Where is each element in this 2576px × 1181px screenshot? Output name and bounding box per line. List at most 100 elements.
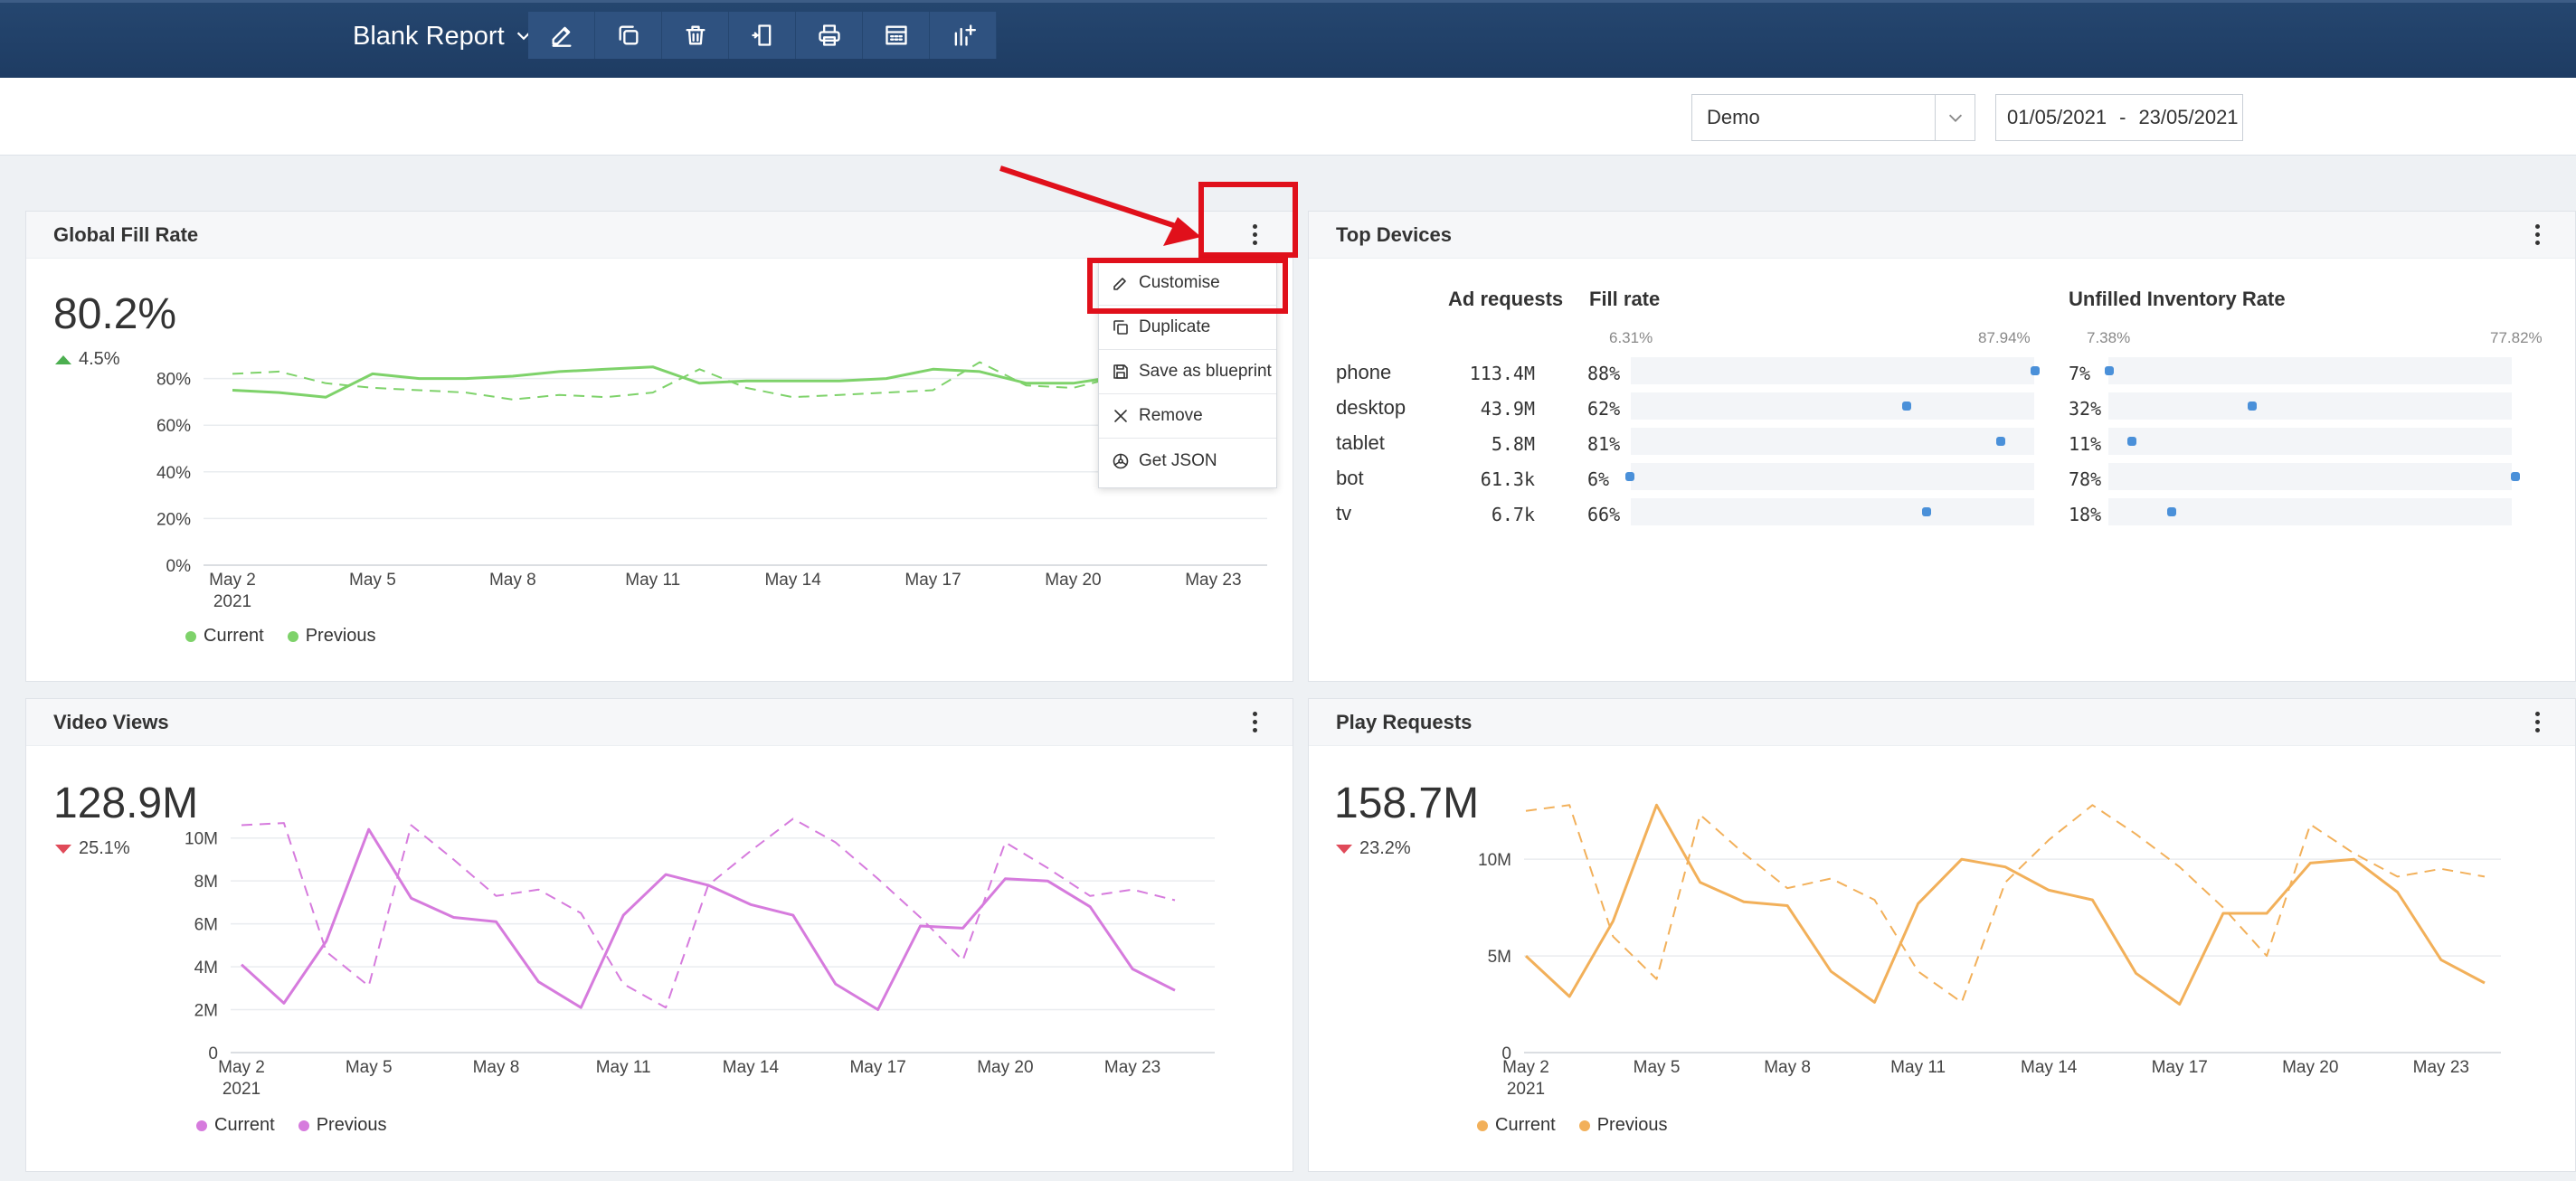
- series-line-previous: [232, 361, 1261, 401]
- col-header-fill-rate: Fill rate: [1589, 288, 1661, 310]
- unfilled-rate-track: [2108, 428, 2512, 455]
- panel-menu-button[interactable]: [2526, 709, 2548, 736]
- panel-title: Top Devices: [1336, 222, 1452, 246]
- fill-rate-track: [1631, 357, 2034, 384]
- fill-rate-track: [1631, 463, 2034, 490]
- menu-item-customise[interactable]: Customise: [1099, 261, 1276, 306]
- panel-menu-button[interactable]: [1244, 709, 1265, 736]
- legend-current[interactable]: Current: [1477, 1115, 1556, 1136]
- x-tick-label: May 2: [218, 1058, 265, 1077]
- legend-previous[interactable]: Previous: [287, 626, 376, 647]
- menu-item-duplicate[interactable]: Duplicate: [1099, 306, 1276, 350]
- legend-current[interactable]: Current: [185, 626, 264, 647]
- x-year-label: 2021: [213, 592, 251, 611]
- x-tick-label: May 11: [596, 1058, 651, 1077]
- y-tick-label: 8M: [194, 873, 218, 892]
- chevron-down-icon: [1948, 114, 1962, 122]
- panel-title: Global Fill Rate: [53, 222, 199, 246]
- device-name[interactable]: phone: [1336, 361, 1392, 383]
- unfilled-rate-track: [2108, 392, 2512, 420]
- duplicate-icon: [1113, 320, 1128, 335]
- y-tick-label: 10M: [185, 830, 218, 849]
- add-column-button[interactable]: [729, 12, 796, 59]
- calculator-button[interactable]: [863, 12, 930, 59]
- report-toolbar: [528, 12, 997, 59]
- x-tick-label: May 23: [1104, 1058, 1160, 1077]
- play-requests-delta-value: 23.2%: [1359, 838, 1411, 858]
- device-name[interactable]: tv: [1336, 502, 1352, 524]
- device-ad-requests: 43.9M: [1480, 398, 1535, 420]
- copy-button[interactable]: [595, 12, 662, 59]
- account-select[interactable]: Demo: [1691, 94, 1975, 141]
- save-icon: [1113, 364, 1128, 379]
- panel-menu-button[interactable]: [2526, 222, 2548, 249]
- device-fill-rate: 62%: [1587, 398, 1621, 420]
- report-title-dropdown[interactable]: Blank Report: [353, 14, 534, 59]
- device-ad-requests: 6.7k: [1491, 504, 1535, 525]
- panel-header: Top Devices: [1309, 212, 2575, 259]
- y-tick-label: 5M: [1488, 948, 1511, 967]
- x-tick-label: May 5: [346, 1058, 393, 1077]
- unfilled-range-max: 77.82%: [2490, 329, 2543, 346]
- copy-icon: [619, 25, 638, 45]
- device-unfilled-rate: 7%: [2069, 363, 2091, 384]
- device-name[interactable]: desktop: [1336, 396, 1406, 419]
- device-name[interactable]: bot: [1336, 467, 1364, 489]
- menu-item-remove[interactable]: Remove: [1099, 394, 1276, 439]
- series-line-current: [240, 827, 1176, 1011]
- device-unfilled-rate: 11%: [2069, 433, 2102, 455]
- x-tick-label: May 11: [1890, 1058, 1946, 1077]
- video-views-panel: Video Views 128.9M 25.1% 0 2M 4M 6M 8M 10M May…: [25, 698, 1293, 1172]
- video-views-delta: 25.1%: [55, 838, 130, 859]
- unfilled-range-min: 7.38%: [2087, 329, 2131, 346]
- menu-item-get-json[interactable]: Get JSON: [1099, 439, 1276, 483]
- highlight-customise-box: [1087, 258, 1288, 314]
- panel-menu-button[interactable]: [1244, 222, 1265, 249]
- legend-current[interactable]: Current: [196, 1115, 275, 1136]
- json-icon: [1113, 453, 1129, 468]
- trend-up-icon: [55, 354, 71, 364]
- trend-down-icon: [1336, 844, 1352, 854]
- legend-previous[interactable]: Previous: [1578, 1115, 1668, 1136]
- fill-rate-chart: 0% 20% 40% 60% 80% May 2 May 5 May 8 May 11 May 1…: [156, 361, 1267, 611]
- trash-icon: [686, 25, 705, 45]
- fill-rate-dot: [1996, 437, 2006, 446]
- edit-button[interactable]: [528, 12, 595, 59]
- global-fill-rate-panel: Global Fill Rate 80.2% 4.5% 0% 20% 40% 60% 8…: [25, 211, 1293, 682]
- account-select-value: Demo: [1707, 106, 1760, 128]
- panel-header: Global Fill Rate: [26, 212, 1293, 259]
- x-tick-label: May 23: [1185, 571, 1241, 590]
- panel-title: Video Views: [53, 710, 169, 733]
- x-year-label: 2021: [223, 1080, 260, 1099]
- device-ad-requests: 61.3k: [1480, 468, 1535, 490]
- x-tick-label: May 14: [723, 1058, 780, 1077]
- highlight-kebab-box: [1198, 182, 1298, 258]
- print-button[interactable]: [796, 12, 863, 59]
- unfilled-rate-dot: [2104, 366, 2114, 375]
- video-views-chart: 0 2M 4M 6M 8M 10M May 2 May 5 May 8 May 11 May 14 M…: [185, 817, 1215, 1099]
- date-from: 01/05/2021: [2007, 106, 2107, 128]
- x-tick-label: May 17: [849, 1058, 905, 1077]
- fill-rate-delta: 4.5%: [55, 349, 120, 370]
- play-requests-value: 158.7M: [1334, 779, 1480, 827]
- x-tick-label: May 14: [2021, 1058, 2078, 1077]
- device-unfilled-rate: 32%: [2069, 398, 2102, 420]
- device-name[interactable]: tablet: [1336, 431, 1385, 454]
- play-requests-chart: 0 5M 10M May 2 May 5 May 8 May 11 May 14 May 17 M…: [1478, 803, 2501, 1099]
- print-icon: [818, 24, 840, 46]
- column-icon: [751, 24, 771, 46]
- fill-range-max: 87.94%: [1978, 329, 2031, 346]
- select-caret[interactable]: [1935, 95, 1975, 140]
- delete-button[interactable]: [662, 12, 729, 59]
- date-range-picker[interactable]: 01/05/2021 - 23/05/2021: [1995, 94, 2243, 141]
- unfilled-rate-dot: [2126, 437, 2136, 446]
- menu-item-save-as-blueprint[interactable]: Save as blueprint: [1099, 350, 1276, 394]
- x-tick-label: May 14: [764, 571, 821, 590]
- add-chart-icon: [954, 24, 976, 46]
- play-requests-delta: 23.2%: [1336, 838, 1411, 859]
- fill-range-min: 6.31%: [1609, 329, 1653, 346]
- legend-previous[interactable]: Previous: [298, 1115, 387, 1136]
- add-chart-button[interactable]: [930, 12, 997, 59]
- x-tick-label: May 17: [2152, 1058, 2208, 1077]
